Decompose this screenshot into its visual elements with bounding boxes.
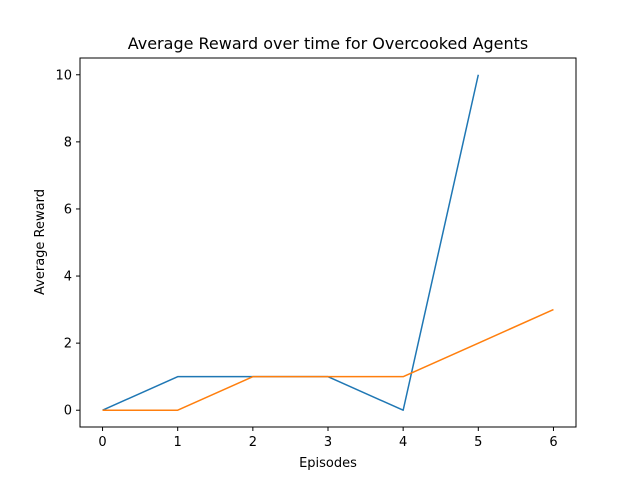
y-tick-label: 10 bbox=[55, 68, 72, 83]
x-tick-label: 4 bbox=[399, 435, 407, 450]
plot-frame bbox=[79, 57, 577, 428]
y-tick-label: 8 bbox=[64, 135, 72, 150]
x-axis: 0 1 2 3 4 5 6 bbox=[98, 427, 558, 450]
y-tick-label: 2 bbox=[64, 337, 72, 352]
y-axis-label: Average Reward bbox=[33, 189, 48, 295]
x-tick-label: 6 bbox=[549, 435, 557, 450]
y-tick-label: 4 bbox=[64, 270, 72, 285]
y-tick-label: 6 bbox=[64, 202, 72, 217]
x-tick-label: 1 bbox=[174, 435, 182, 450]
series-line-2 bbox=[102, 308, 554, 411]
plot-area bbox=[102, 74, 554, 411]
y-tick-label: 0 bbox=[64, 404, 72, 419]
x-tick-label: 3 bbox=[324, 435, 332, 450]
series-line-1 bbox=[102, 74, 480, 411]
y-axis: 0 2 4 6 8 10 bbox=[55, 68, 80, 419]
x-tick-label: 0 bbox=[98, 435, 106, 450]
x-tick-label: 2 bbox=[249, 435, 257, 450]
x-tick-label: 5 bbox=[474, 435, 482, 450]
chart-title: Average Reward over time for Overcooked … bbox=[128, 34, 529, 53]
x-axis-label: Episodes bbox=[299, 456, 357, 471]
